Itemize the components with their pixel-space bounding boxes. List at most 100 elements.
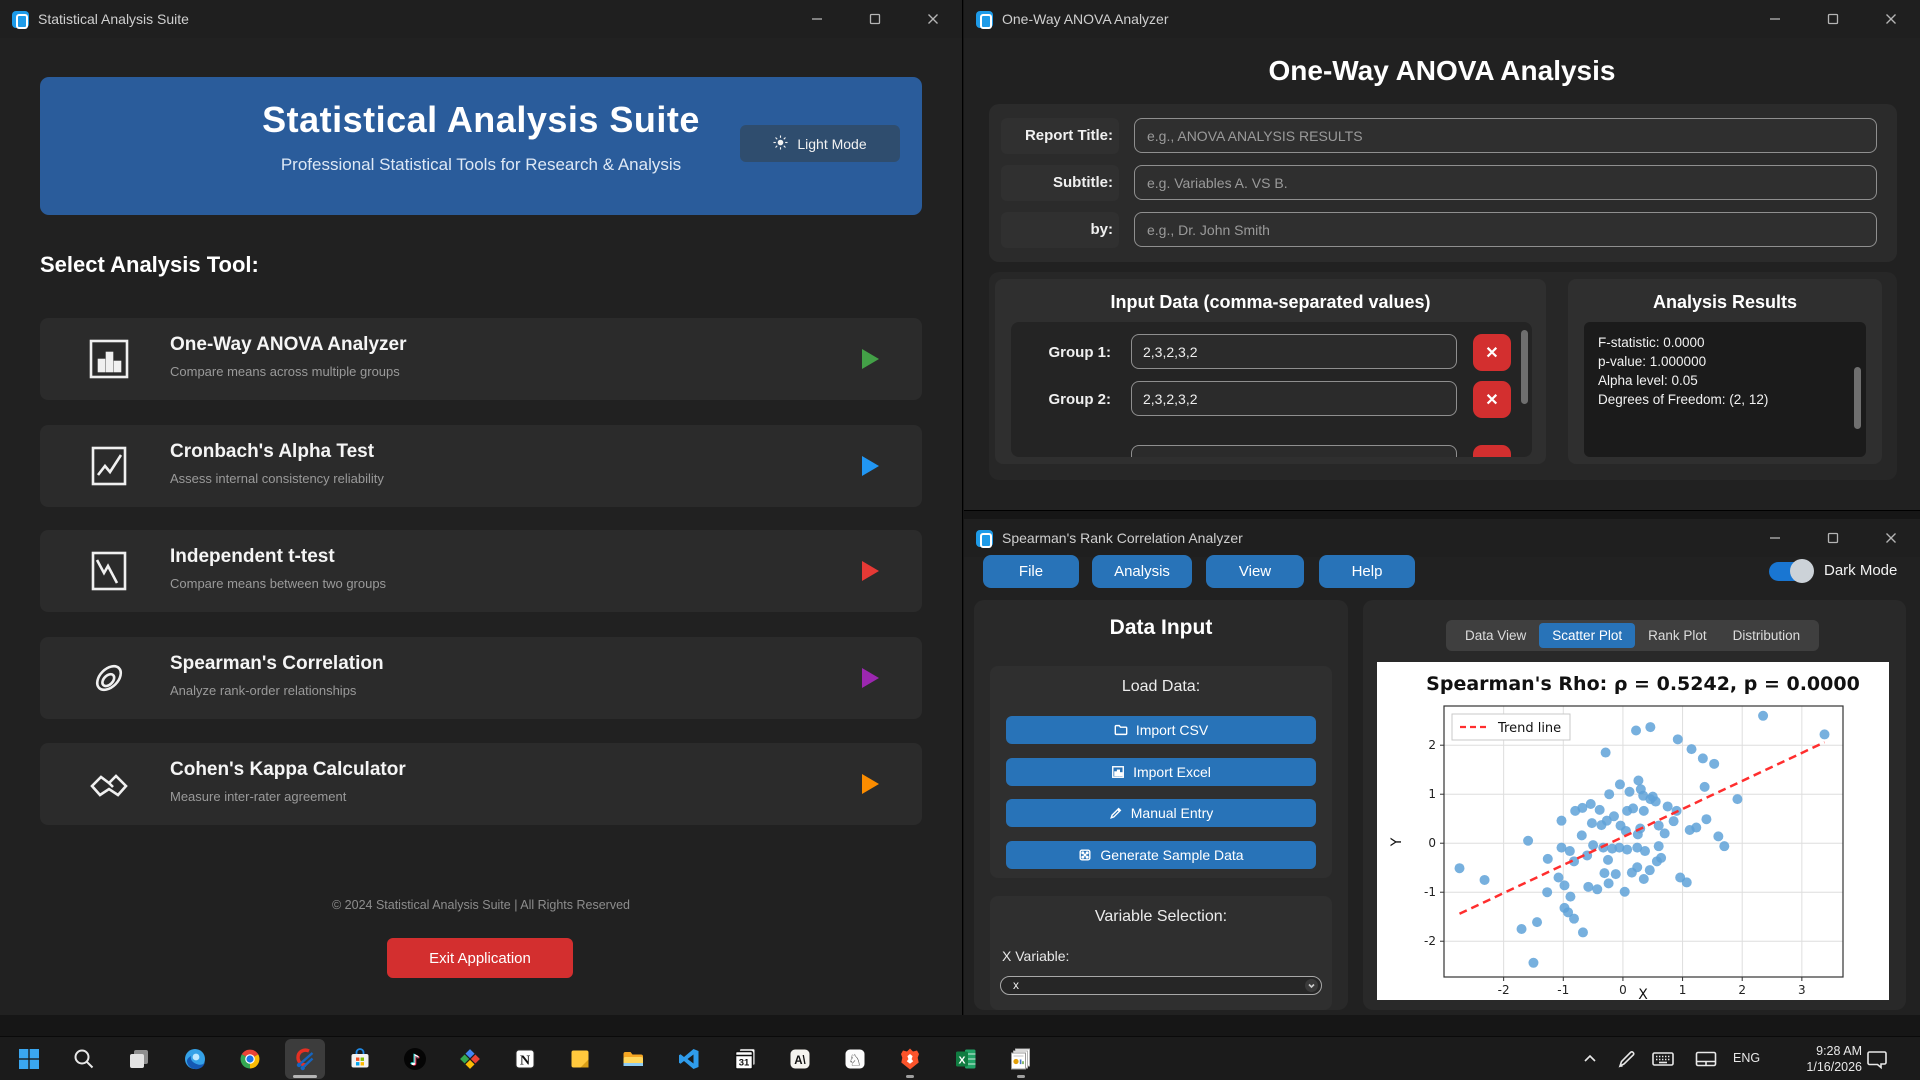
group-list: Group 1: ✕ Group 2: ✕: [1011, 322, 1532, 457]
notion-icon[interactable]: N: [505, 1039, 545, 1079]
running-indicator: [906, 1075, 914, 1078]
menu-help[interactable]: Help: [1319, 555, 1415, 588]
tray-touchpad-icon[interactable]: [1693, 1046, 1719, 1072]
result-f-statistic: F-statistic: 0.0000: [1598, 335, 1705, 350]
stats-app-icon[interactable]: [285, 1039, 325, 1079]
file-explorer-icon[interactable]: [613, 1039, 653, 1079]
tool-card-kappa[interactable]: Cohen's Kappa Calculator Measure inter-r…: [40, 743, 922, 825]
tab-rank-plot[interactable]: Rank Plot: [1648, 628, 1707, 643]
delete-group-button[interactable]: [1473, 445, 1511, 457]
reports-icon[interactable]: [1001, 1039, 1041, 1079]
sun-icon: [773, 134, 788, 153]
svg-text:31: 31: [739, 1058, 750, 1069]
minimize-icon[interactable]: [1746, 519, 1804, 557]
task-view-icon[interactable]: [119, 1039, 159, 1079]
close-icon[interactable]: [904, 0, 962, 38]
group-values-input[interactable]: [1131, 381, 1457, 416]
data-input-heading: Data Input: [1109, 616, 1213, 639]
app-icon: [12, 10, 29, 29]
tray-touch-keyboard-icon[interactable]: [1650, 1046, 1676, 1072]
report-title-input[interactable]: [1134, 118, 1877, 153]
edge-icon[interactable]: [175, 1039, 215, 1079]
button-label: Import Excel: [1133, 764, 1211, 780]
group-row: Group 2: ✕: [1011, 381, 1532, 418]
brave-icon[interactable]: [890, 1039, 930, 1079]
launch-arrow-icon[interactable]: [862, 561, 879, 581]
tool-card-ttest[interactable]: Independent t-test Compare means between…: [40, 530, 922, 612]
svg-text:N: N: [520, 1054, 530, 1069]
vscode-icon[interactable]: [669, 1039, 709, 1079]
menu-view[interactable]: View: [1206, 555, 1304, 588]
minimize-icon[interactable]: [788, 0, 846, 38]
clock[interactable]: 9:28 AM 1/16/2026: [1762, 1043, 1862, 1075]
manual-entry-button[interactable]: Manual Entry: [1006, 799, 1316, 827]
svg-text:A\: A\: [794, 1055, 806, 1067]
x-variable-select[interactable]: x: [1000, 976, 1322, 995]
language-indicator[interactable]: ENG: [1733, 1051, 1761, 1065]
dark-mode-toggle[interactable]: [1769, 559, 1814, 583]
search-icon[interactable]: [64, 1039, 104, 1079]
tab-data-view[interactable]: Data View: [1465, 628, 1527, 643]
store-icon[interactable]: [340, 1039, 380, 1079]
scrollbar-thumb[interactable]: [1521, 330, 1528, 404]
tool-desc: Assess internal consistency reliability: [170, 471, 384, 486]
notification-bubble-icon[interactable]: [1864, 1046, 1890, 1072]
group-values-input[interactable]: [1131, 334, 1457, 369]
tool-card-spearman[interactable]: Spearman's Correlation Analyze rank-orde…: [40, 637, 922, 719]
chess-icon[interactable]: ♘: [835, 1039, 875, 1079]
maximize-icon[interactable]: [1804, 519, 1862, 557]
close-icon[interactable]: [1862, 519, 1920, 557]
tool-desc: Measure inter-rater agreement: [170, 789, 347, 804]
tab-scatter-plot[interactable]: Scatter Plot: [1539, 623, 1636, 648]
pencil-icon: [1109, 807, 1122, 819]
titlebar[interactable]: Spearman's Rank Correlation Analyzer: [964, 519, 1920, 557]
scrollbar-thumb[interactable]: [1854, 367, 1861, 429]
tool-card-anova[interactable]: One-Way ANOVA Analyzer Compare means acr…: [40, 318, 922, 400]
maximize-icon[interactable]: [1804, 0, 1862, 38]
import-excel-button[interactable]: Import Excel: [1006, 758, 1316, 786]
maximize-icon[interactable]: [846, 0, 904, 38]
launch-arrow-icon[interactable]: [862, 668, 879, 688]
tab-distribution[interactable]: Distribution: [1732, 628, 1801, 643]
selected-value: x: [1013, 978, 1019, 992]
tool-card-cronbach[interactable]: Cronbach's Alpha Test Assess internal co…: [40, 425, 922, 507]
launch-arrow-icon[interactable]: [862, 774, 879, 794]
tool-desc: Analyze rank-order relationships: [170, 683, 357, 698]
delete-group-button[interactable]: ✕: [1473, 334, 1511, 371]
excel-icon[interactable]: X: [946, 1039, 986, 1079]
tool-desc: Compare means between two groups: [170, 576, 387, 591]
chrome-icon[interactable]: [230, 1039, 270, 1079]
start-icon[interactable]: [9, 1039, 49, 1079]
svg-text:1: 1: [1428, 787, 1436, 801]
generate-sample-data-button[interactable]: Generate Sample Data: [1006, 841, 1316, 869]
menu-file[interactable]: File: [983, 555, 1079, 588]
tray-pen-icon[interactable]: [1614, 1046, 1640, 1072]
author-input[interactable]: [1134, 212, 1877, 247]
launch-arrow-icon[interactable]: [862, 456, 879, 476]
subtitle-label: Subtitle:: [1001, 165, 1119, 201]
import-csv-button[interactable]: Import CSV: [1006, 716, 1316, 744]
exit-application-button[interactable]: Exit Application: [387, 938, 573, 978]
y-axis-label: Y: [1389, 837, 1405, 847]
bar-chart-icon: [85, 335, 133, 383]
light-mode-button[interactable]: Light Mode: [740, 125, 900, 162]
claude-icon[interactable]: A\: [780, 1039, 820, 1079]
sticky-notes-icon[interactable]: [560, 1039, 600, 1079]
tray-chevron-up-icon[interactable]: [1577, 1046, 1603, 1072]
titlebar[interactable]: One-Way ANOVA Analyzer: [964, 0, 1920, 38]
tiktok-icon[interactable]: ♪ ♪ ♪: [395, 1039, 435, 1079]
subtitle-input[interactable]: [1134, 165, 1877, 200]
minimize-icon[interactable]: [1746, 0, 1804, 38]
scatter-plot-figure: -2 -1 0 1 2 3 -2 -1 0 1 2 Spearman's Rho: ρ = 0.52…: [1377, 662, 1889, 1000]
close-icon[interactable]: [1862, 0, 1920, 38]
share-icon[interactable]: [450, 1039, 490, 1079]
group-values-input[interactable]: [1131, 445, 1457, 457]
analysis-results-panel: Analysis Results F-statistic: 0.0000 p-v…: [1568, 279, 1882, 464]
light-mode-label: Light Mode: [797, 135, 867, 152]
delete-group-button[interactable]: ✕: [1473, 381, 1511, 418]
calendar-icon[interactable]: 31: [725, 1039, 765, 1079]
svg-text:♪: ♪: [410, 1051, 420, 1069]
titlebar[interactable]: Statistical Analysis Suite: [0, 0, 962, 38]
launch-arrow-icon[interactable]: [862, 349, 879, 369]
menu-analysis[interactable]: Analysis: [1092, 555, 1192, 588]
